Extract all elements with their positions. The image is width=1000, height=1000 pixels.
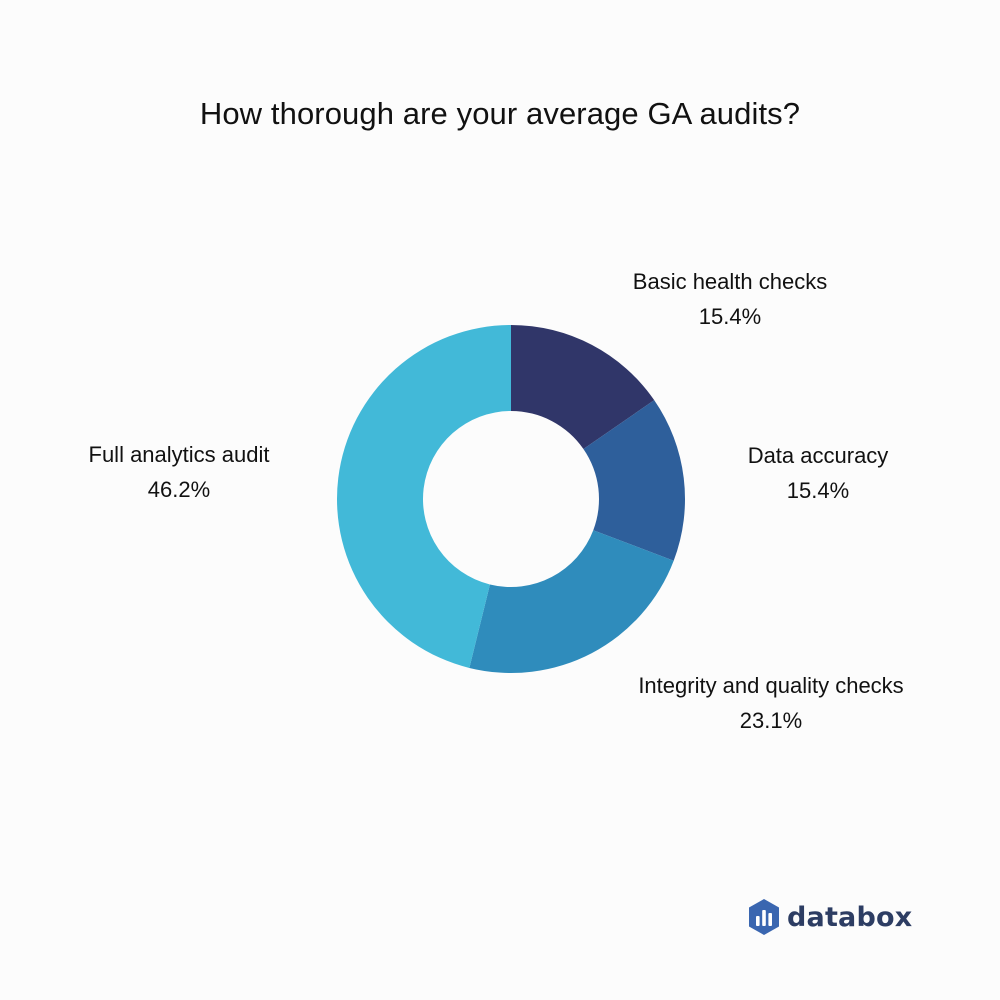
slice-label-name: Integrity and quality checks bbox=[638, 673, 904, 698]
slice-label-name: Basic health checks bbox=[632, 269, 828, 294]
slice-label-name: Full analytics audit bbox=[88, 442, 270, 467]
databox-logo-icon bbox=[749, 899, 779, 935]
slice-label-basic-health-checks: Basic health checks 15.4% bbox=[633, 264, 827, 334]
slice-label-value: 15.4% bbox=[786, 478, 850, 503]
slice-label-name: Data accuracy bbox=[747, 443, 889, 468]
chart-title: How thorough are your average GA audits? bbox=[199, 96, 801, 131]
slice-label-full-analytics-audit: Full analytics audit 46.2% bbox=[89, 437, 270, 507]
slice-label-value: 15.4% bbox=[698, 304, 762, 329]
donut-slice-integrity-and-quality-checks bbox=[469, 530, 674, 673]
databox-brand: databox bbox=[747, 896, 912, 938]
databox-wordmark: databox bbox=[787, 901, 913, 933]
donut-slice-basic-health-checks bbox=[511, 325, 655, 450]
slice-label-value: 23.1% bbox=[739, 708, 803, 733]
slice-label-value: 46.2% bbox=[147, 477, 211, 502]
slice-label-data-accuracy: Data accuracy 15.4% bbox=[748, 438, 889, 508]
donut-slice-data-accuracy bbox=[583, 400, 685, 561]
donut-slice-full-analytics-audit bbox=[337, 325, 511, 668]
slice-label-integrity-and-quality-checks: Integrity and quality checks 23.1% bbox=[638, 668, 903, 738]
